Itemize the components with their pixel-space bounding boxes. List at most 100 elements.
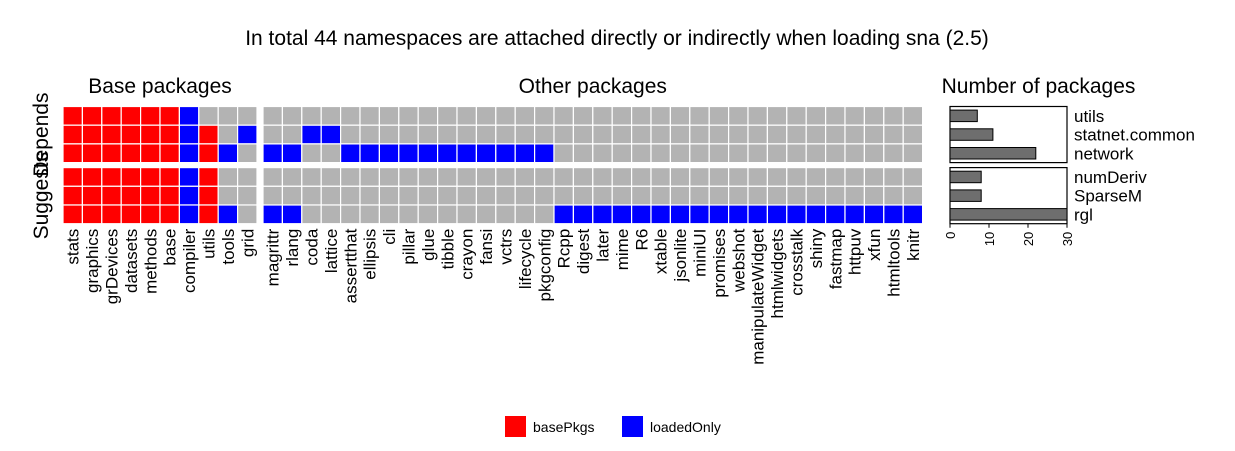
heatmap-cell [650, 167, 671, 187]
x-tick-label: grid [238, 229, 257, 257]
heatmap-cell [572, 105, 594, 126]
heatmap-cell [320, 143, 342, 164]
x-tick-label: graphics [83, 229, 102, 293]
legend-label: loadedOnly [650, 419, 721, 435]
heatmap-cell [81, 143, 103, 164]
heatmap-cell [101, 185, 122, 206]
heatmap-cell [101, 167, 122, 187]
heatmap-cell [669, 105, 691, 126]
heatmap-cell [727, 143, 749, 164]
heatmap-cell [62, 105, 83, 126]
chart-title: In total 44 namespaces are attached dire… [245, 27, 989, 50]
heatmap-cell [592, 143, 613, 164]
heatmap-cell [320, 204, 342, 225]
heatmap-cell [340, 167, 361, 187]
heatmap-cell [514, 143, 536, 164]
heatmap-cell [883, 124, 904, 145]
heatmap-cell [727, 105, 749, 126]
x-tick-label: tibble [438, 229, 457, 270]
heatmap-cell [398, 143, 419, 164]
heatmap-cell [475, 185, 497, 206]
heatmap-cell [120, 105, 142, 126]
heatmap-cell [514, 185, 536, 206]
heatmap-cell [495, 105, 516, 126]
heatmap-cell [456, 143, 477, 164]
bar [949, 189, 982, 202]
heatmap-cell [514, 167, 536, 187]
heatmap-cell [495, 204, 516, 225]
heatmap-cell [178, 124, 200, 145]
heatmap-cell [669, 124, 691, 145]
x-tick-label: magrittr [264, 228, 283, 286]
heatmap-cell [863, 124, 885, 145]
heatmap-cell [883, 143, 904, 164]
heatmap-cell [417, 124, 439, 145]
heatmap-cell [553, 167, 574, 187]
heatmap-cell [237, 204, 258, 225]
heatmap-cell [533, 167, 555, 187]
heatmap-cell [514, 105, 536, 126]
heatmap-cell [495, 124, 516, 145]
heatmap-cell [805, 204, 827, 225]
heatmap-cell [747, 204, 768, 225]
heatmap-cell [81, 204, 103, 225]
x-tick-label: mime [613, 229, 632, 271]
heatmap-cell [805, 185, 827, 206]
heatmap-cell [281, 124, 303, 145]
heatmap-cell [689, 185, 710, 206]
heatmap-cell [824, 124, 846, 145]
heatmap-cell [708, 143, 730, 164]
heatmap-cell [475, 105, 497, 126]
heatmap-cell [708, 124, 730, 145]
heatmap-cell [101, 143, 122, 164]
x-tick-label: later [594, 228, 613, 261]
heatmap-cell [475, 143, 497, 164]
heatmap-cell [533, 105, 555, 126]
x-tick-label: utils [200, 229, 219, 259]
heatmap-cell [553, 204, 574, 225]
heatmap-cell [456, 167, 477, 187]
x-tick-label: xtable [652, 229, 671, 274]
heatmap-cell [301, 105, 322, 126]
heatmap-cell [237, 105, 258, 126]
x-tick-label: R6 [632, 229, 651, 251]
heatmap-cell [456, 185, 477, 206]
heatmap-cell [178, 143, 200, 164]
heatmap-cell [863, 185, 885, 206]
heatmap-cell [747, 167, 768, 187]
legend-swatch [622, 416, 643, 437]
heatmap-cell [340, 124, 361, 145]
x-tick-label: pillar [400, 228, 419, 264]
x-tick-label: webshot [729, 228, 748, 293]
heatmap-cell [398, 105, 419, 126]
heatmap-cell [786, 105, 807, 126]
legend: basePkgs loadedOnly [505, 416, 721, 437]
heatmap-cell [572, 124, 594, 145]
heatmap-cell [630, 204, 652, 225]
heatmap-cell [669, 185, 691, 206]
heatmap-cell [766, 105, 788, 126]
heatmap-cell [320, 167, 342, 187]
heatmap-cell [237, 124, 258, 145]
heatmap-cell [766, 167, 788, 187]
heatmap-cell [475, 124, 497, 145]
heatmap-cell [437, 204, 458, 225]
heatmap-cell [863, 105, 885, 126]
legend-label: basePkgs [533, 419, 594, 435]
bar-axis-tick-label: 20 [1021, 232, 1036, 246]
heatmap-cell [824, 185, 846, 206]
heatmap-cell [592, 185, 613, 206]
heatmap-cell [766, 143, 788, 164]
heatmap-cell [592, 105, 613, 126]
heatmap-cell [159, 105, 180, 126]
heatmap-cell [727, 124, 749, 145]
heatmap-cell [301, 124, 322, 145]
heatmap-cell [320, 124, 342, 145]
heatmap-cell [262, 167, 283, 187]
heatmap-cell [62, 185, 83, 206]
heatmap-cell [398, 167, 419, 187]
x-tick-label: stats [64, 229, 83, 265]
bar [949, 128, 994, 141]
heatmap-cell [62, 124, 83, 145]
heatmap-cell [159, 167, 180, 187]
